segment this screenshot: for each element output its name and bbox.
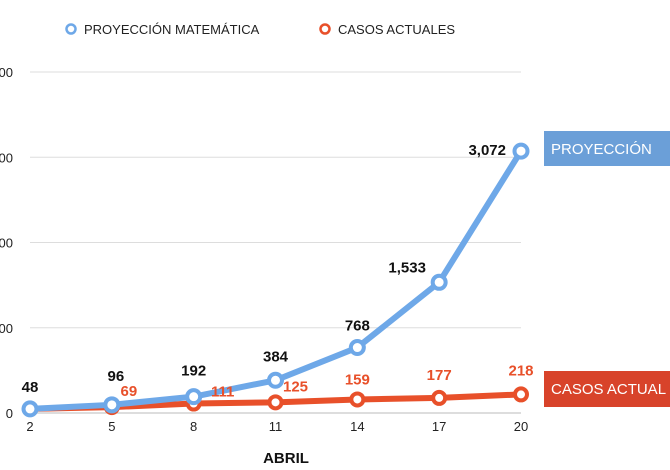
x-tick-label: 5 bbox=[108, 419, 115, 434]
data-point bbox=[431, 389, 448, 406]
data-point bbox=[185, 388, 203, 406]
data-label-actual: 111 bbox=[211, 384, 234, 401]
data-label-projection: 768 bbox=[345, 318, 370, 335]
series-proyeccion bbox=[21, 142, 530, 418]
x-tick-label: 8 bbox=[190, 419, 197, 434]
x-tick-label: 11 bbox=[269, 419, 283, 434]
tag-label-actual: CASOS ACTUAL bbox=[551, 381, 666, 398]
data-label-projection: 384 bbox=[263, 348, 289, 365]
grid-lines bbox=[30, 71, 521, 414]
data-label-actual: 125 bbox=[283, 378, 308, 395]
data-point bbox=[21, 400, 39, 418]
data-label-projection: 3,072 bbox=[468, 142, 506, 159]
data-label-projection: 1,533 bbox=[388, 259, 426, 276]
data-point bbox=[512, 142, 530, 160]
legend-marker-projection bbox=[65, 23, 77, 35]
series-tag-projection: PROYECCIÓN bbox=[544, 131, 670, 166]
y-tick-label: 00 bbox=[0, 65, 13, 80]
tag-box-projection bbox=[544, 131, 670, 166]
tag-box-actual bbox=[544, 371, 670, 407]
x-tick-label: 14 bbox=[350, 419, 364, 434]
legend-marker-actual bbox=[319, 23, 331, 35]
data-label-actual: 69 bbox=[120, 383, 137, 400]
legend-label-projection: PROYECCIÓN MATEMÁTICA bbox=[84, 22, 260, 37]
data-point bbox=[267, 371, 284, 389]
data-point bbox=[513, 386, 529, 403]
data-point bbox=[267, 394, 284, 411]
data-label-projection: 96 bbox=[107, 368, 124, 385]
data-label-projection: 48 bbox=[22, 379, 39, 396]
data-label-actual: 218 bbox=[508, 362, 533, 379]
legend-label-actual: CASOS ACTUALES bbox=[338, 22, 455, 37]
y-tick-label: 00 bbox=[0, 321, 13, 336]
legend: PROYECCIÓN MATEMÁTICA CASOS ACTUALES bbox=[65, 22, 455, 37]
series-tag-actual: CASOS ACTUAL bbox=[544, 371, 670, 407]
data-point bbox=[349, 391, 366, 408]
data-label-actual: 177 bbox=[427, 367, 452, 384]
data-label-actual: 159 bbox=[345, 371, 370, 388]
data-point bbox=[348, 339, 366, 357]
data-label-projection: 192 bbox=[181, 363, 206, 380]
data-labels: 48 96 192 384 768 1,533 3,072 69 111 125 159 177 218 bbox=[22, 142, 534, 400]
series-casos-actuales bbox=[22, 386, 529, 417]
data-point bbox=[103, 396, 121, 414]
x-axis-label: ABRIL bbox=[263, 450, 309, 467]
x-tick-label: 17 bbox=[432, 419, 446, 434]
x-axis-ticks: 2 5 8 11 14 17 20 bbox=[26, 419, 528, 434]
y-tick-label: 00 bbox=[0, 236, 13, 251]
x-tick-label: 2 bbox=[26, 419, 33, 434]
tag-label-projection: PROYECCIÓN bbox=[551, 141, 652, 158]
data-point bbox=[430, 273, 448, 291]
y-tick-label: 0 bbox=[6, 406, 13, 421]
x-tick-label: 20 bbox=[514, 419, 528, 434]
y-tick-label: 00 bbox=[0, 150, 13, 165]
